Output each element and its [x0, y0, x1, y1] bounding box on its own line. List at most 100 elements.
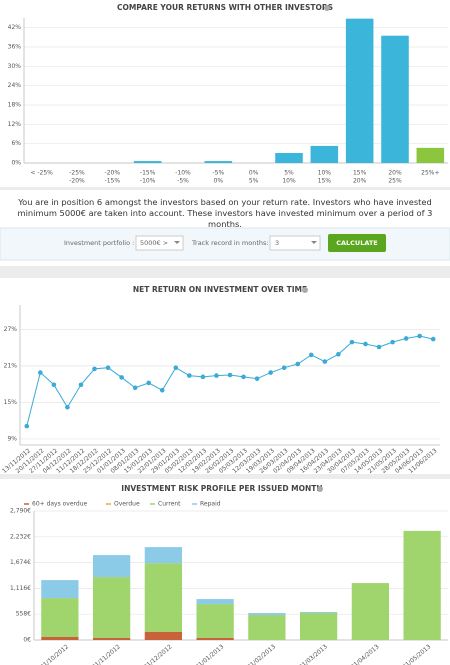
- bar-segment: [92, 577, 131, 639]
- bar-segment: [299, 612, 338, 614]
- point: [173, 365, 179, 370]
- x-tick-label: 01/05/2013: [401, 643, 432, 665]
- chart-title: COMPARE YOUR RETURNS WITH OTHER INVESTOR…: [117, 3, 333, 12]
- info-icon: [324, 5, 330, 11]
- y-tick-label: 1,116€: [10, 585, 31, 592]
- form-label: Track record in months:: [191, 239, 269, 247]
- x-tick-label: 10%: [318, 170, 332, 177]
- x-tick-label: -20%: [105, 170, 121, 177]
- y-tick-label: 6%: [11, 140, 21, 147]
- x-tick-label: 0%: [249, 170, 259, 177]
- y-tick-label: 42%: [8, 24, 22, 31]
- separator: [0, 187, 450, 190]
- calculate-button[interactable]: [328, 234, 386, 252]
- point: [308, 352, 314, 358]
- y-tick-label: 558€: [16, 611, 31, 618]
- point: [376, 344, 382, 350]
- y-tick-label: 24%: [8, 82, 22, 89]
- bar: [133, 161, 162, 163]
- bar-segment: [144, 632, 183, 640]
- y-tick-label: 2,232€: [10, 533, 31, 540]
- form-label: Investment portfolio :: [64, 239, 134, 247]
- bar: [381, 35, 409, 163]
- x-tick-label: 10%: [282, 178, 296, 185]
- x-tick-label: 15%: [353, 170, 367, 177]
- button-label: CALCULATE: [336, 239, 378, 247]
- bar-segment: [41, 598, 79, 637]
- bar-segment: [144, 547, 183, 564]
- x-tick-label: 20%: [388, 170, 402, 177]
- y-tick-label: 9%: [7, 435, 17, 442]
- info-text: You are in position 6 amongst the invest…: [17, 197, 433, 229]
- point: [38, 370, 43, 375]
- x-tick-label: 01/01/2013: [194, 643, 225, 665]
- x-tick-label: -15%: [140, 170, 156, 177]
- x-tick-label: -15%: [105, 178, 121, 185]
- x-tick-label: 01/10/2012: [39, 643, 70, 665]
- point: [417, 333, 422, 339]
- select-arrow: [174, 241, 180, 244]
- point: [200, 374, 206, 380]
- info-icon: [302, 287, 308, 293]
- point: [322, 359, 328, 364]
- chart-title: INVESTMENT RISK PROFILE PER ISSUED MONTH: [121, 484, 322, 493]
- info-icon: [317, 486, 323, 492]
- point: [403, 336, 409, 341]
- x-tick-label: 5%: [249, 178, 259, 185]
- x-tick-label: -10%: [140, 178, 156, 185]
- point: [51, 382, 57, 388]
- x-tick-label: 5%: [284, 170, 294, 177]
- y-tick-label: 30%: [8, 63, 22, 70]
- point: [295, 361, 301, 367]
- select[interactable]: [269, 235, 321, 251]
- point: [227, 372, 233, 378]
- y-tick-label: 27%: [4, 326, 18, 333]
- bar: [310, 145, 339, 163]
- x-tick-label: 0%: [214, 178, 224, 185]
- y-tick-label: 0€: [23, 637, 31, 644]
- point: [363, 341, 368, 347]
- y-tick-label: 36%: [8, 44, 22, 51]
- y-tick-label: 15%: [4, 399, 18, 406]
- x-tick-label: 15%: [318, 178, 332, 185]
- bar-segment: [248, 613, 286, 616]
- x-tick-label: 01/12/2012: [143, 643, 174, 665]
- legend-label: Current: [158, 501, 181, 508]
- select-value: 3: [275, 239, 279, 247]
- point: [254, 376, 260, 381]
- bar: [204, 161, 233, 163]
- x-tick-label: -20%: [69, 178, 85, 185]
- chart-title: NET RETURN ON INVESTMENT OVER TIME: [133, 285, 307, 294]
- legend-label: Repaid: [200, 501, 221, 508]
- bar-segment: [41, 636, 79, 640]
- bar-segment: [196, 599, 234, 605]
- x-tick-label: 25%: [388, 178, 402, 185]
- bar-segment: [196, 638, 234, 640]
- separator: [0, 474, 450, 479]
- point: [281, 365, 287, 370]
- bar-segment: [351, 583, 390, 640]
- x-tick-label: 01/03/2013: [298, 643, 329, 665]
- point: [132, 385, 138, 391]
- x-tick-label: 01/04/2013: [350, 643, 381, 665]
- x-tick-label: -10%: [175, 170, 191, 177]
- select[interactable]: [135, 235, 184, 251]
- bar-segment: [196, 604, 234, 639]
- y-tick-label: 0%: [11, 160, 21, 167]
- select-arrow: [311, 241, 317, 244]
- bar: [345, 18, 374, 164]
- point: [92, 366, 97, 372]
- x-tick-label: 01/02/2013: [246, 643, 277, 665]
- separator: [0, 266, 450, 278]
- point: [65, 404, 70, 410]
- point: [268, 370, 273, 375]
- select-value: 5000€ >: [140, 239, 168, 247]
- x-tick-label: -5%: [177, 178, 189, 185]
- point: [187, 373, 192, 378]
- point: [390, 339, 395, 345]
- bar-segment: [248, 615, 286, 640]
- line: [26, 335, 434, 427]
- bar-segment: [92, 638, 131, 640]
